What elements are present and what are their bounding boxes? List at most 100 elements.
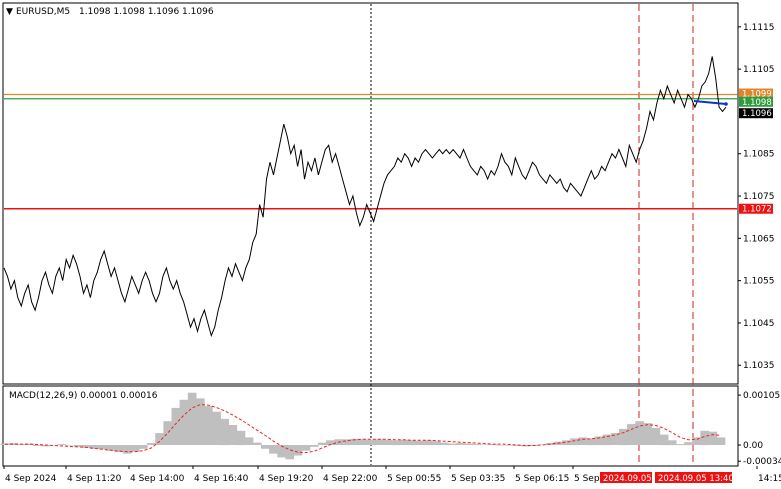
macd-bar (0, 443, 10, 445)
macd-bar (423, 440, 433, 446)
macd-bar (57, 444, 67, 446)
macd-bar (342, 439, 352, 445)
y-tick-label: 1.1065 (743, 234, 775, 244)
macd-bar (651, 427, 661, 445)
macd-bar (228, 425, 238, 445)
y-tick-label: 1.1055 (743, 277, 775, 287)
macd-bar (415, 440, 425, 445)
macd-bar (252, 442, 262, 445)
macd-tick-label: 0.00105 (743, 391, 780, 401)
macd-bar (244, 437, 254, 445)
macd-bar (594, 436, 604, 446)
macd-bar (562, 440, 571, 446)
macd-bar (431, 441, 441, 445)
y-tick-label: 1.1115 (743, 23, 775, 33)
macd-bar (716, 437, 726, 445)
macd-bar (236, 430, 246, 446)
x-tick-label: 4 Sep 14:00 (130, 474, 185, 484)
macd-bar (692, 437, 701, 445)
macd-bar (8, 443, 18, 445)
y-tick-label: 1.1075 (743, 192, 775, 202)
price-axis[interactable]: 1.1115 1.1105 1.1085 1.1075 1.1065 1.1055 1.10… (738, 23, 775, 371)
x-tick-label: 4 Sep 22:00 (323, 474, 378, 484)
macd-bar (358, 439, 368, 445)
macd-bar (513, 445, 522, 446)
macd-bar (49, 445, 59, 446)
macd-tick-label: -0.00034 (743, 457, 781, 467)
x-tick-label: 4 Sep 2024 (5, 474, 57, 484)
macd-bar (440, 442, 449, 445)
macd-bar (41, 445, 50, 447)
y-tick-label: 1.1035 (743, 361, 775, 371)
macd-bar (480, 444, 490, 445)
macd-bar (147, 443, 156, 445)
macd-bar (667, 440, 677, 446)
macd-bar (33, 445, 42, 446)
price-series-line (3, 56, 727, 338)
macd-bar (488, 444, 498, 446)
blue-trend-line[interactable] (693, 100, 727, 105)
x-highlight-label: 2024.09.05 13:40 (658, 474, 734, 484)
macd-bar (464, 443, 474, 445)
x-tick-label: 5 Sep (574, 474, 600, 484)
x-tick-label: 4 Sep 16:40 (194, 474, 249, 484)
macd-bar (610, 433, 620, 445)
macd-bar (130, 445, 140, 452)
macd-bar (374, 439, 384, 445)
y-tick-label: 1.1045 (743, 319, 775, 329)
macd-bar (684, 442, 693, 446)
macd-bar (204, 406, 213, 445)
macd-bar (73, 445, 83, 447)
macd-bar (659, 434, 669, 446)
macd-bar (391, 440, 400, 446)
time-axis[interactable]: 4 Sep 2024 4 Sep 11:20 4 Sep 14:00 4 Sep 16… (3, 466, 781, 484)
macd-bar (90, 445, 99, 449)
macd-bar (179, 399, 189, 445)
macd-signal-line (5, 404, 722, 454)
price-levels (4, 93, 737, 210)
macd-bar (505, 445, 514, 446)
macd-bar (700, 430, 710, 446)
macd-bar (317, 442, 327, 445)
macd-bar (293, 445, 303, 456)
trend-anchor-point[interactable] (724, 102, 728, 106)
macd-bar (155, 433, 164, 445)
macd-bar (643, 423, 653, 445)
macd-histogram (0, 392, 726, 460)
macd-bar (195, 398, 205, 445)
macd-bar (114, 445, 124, 453)
x-highlight-box (600, 472, 652, 483)
macd-bar (25, 443, 34, 445)
macd-bar (496, 445, 506, 446)
price-tag-red (739, 203, 773, 214)
macd-bar (407, 440, 417, 446)
macd-bar (586, 438, 596, 446)
macd-bar (82, 445, 91, 448)
macd-bar (456, 443, 465, 445)
price-tag-orange (739, 88, 773, 99)
price-tag-green (739, 96, 773, 107)
macd-bar (602, 434, 612, 446)
macd-bar (65, 445, 75, 446)
macd-bar (301, 445, 311, 451)
macd-bar (383, 439, 392, 445)
x-highlight-label: 2024.09.05 (603, 474, 652, 484)
macd-bar (220, 418, 229, 446)
macd-bar (163, 421, 173, 445)
macd-bar (277, 445, 286, 458)
macd-bar (708, 431, 718, 445)
macd-bar (212, 411, 221, 445)
macd-bar (366, 439, 376, 445)
x-tick-label: 4 Sep 11:20 (67, 474, 122, 484)
chart-symbol-title: EURUSD,M5 (16, 7, 70, 17)
chart-dropdown-icon[interactable]: ▼ (6, 7, 13, 17)
macd-bar (472, 444, 482, 446)
macd-title: MACD(12,26,9) 0.00001 0.00016 (9, 391, 158, 401)
macd-bar (171, 407, 181, 445)
macd-bar (106, 445, 116, 451)
macd-bar (98, 445, 107, 450)
price-tag-label-orange: 1.1099 (742, 90, 772, 100)
macd-bar (635, 421, 644, 445)
macd-bar (285, 445, 295, 460)
